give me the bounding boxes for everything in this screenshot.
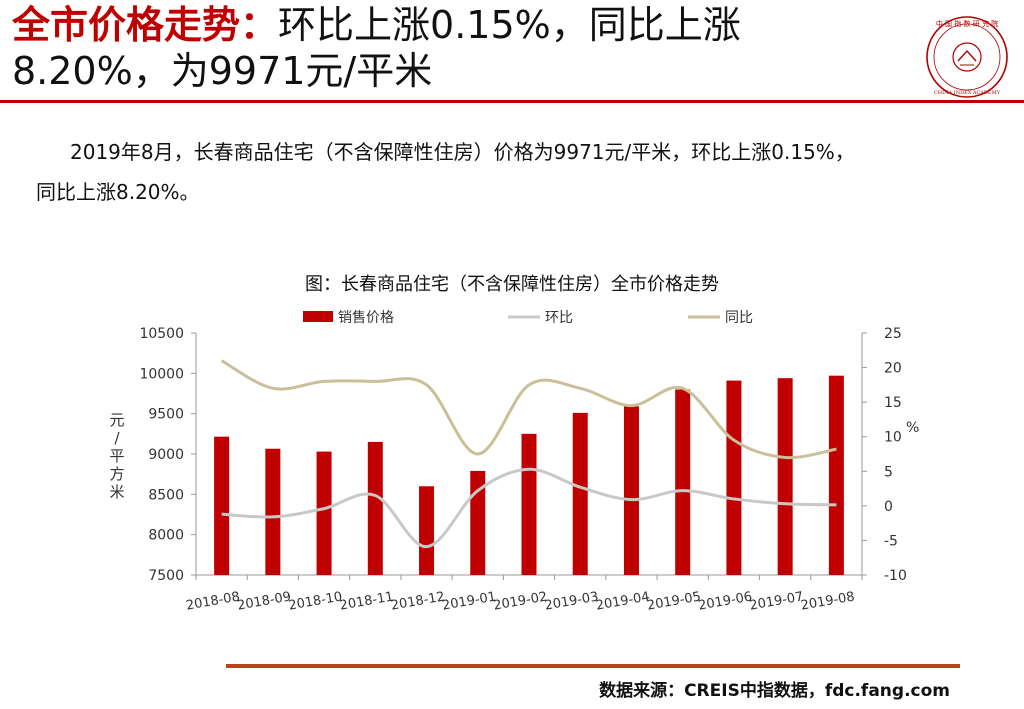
x-axis-tick-label: 2019-03 <box>544 589 600 613</box>
page-title-line2: 8.20%，为9971元/平米 <box>12 49 433 93</box>
summary-line-1: 2019年8月，长春商品住宅（不含保障性住房）价格为9971元/平米，环比上涨0… <box>70 140 855 164</box>
x-axis-tick-label: 2018-08 <box>185 589 241 613</box>
price-bar <box>777 378 793 575</box>
x-axis-tick-label: 2019-08 <box>800 589 856 613</box>
right-axis-tick-label: 25 <box>884 326 902 342</box>
left-axis-tick-label: 8000 <box>148 528 184 544</box>
china-index-academy-seal-icon: 中 国 指 数 研 究 院 CHINA INDEX ACADEMY <box>926 16 1008 98</box>
x-axis-tick-label: 2019-04 <box>595 589 651 613</box>
price-bar <box>214 436 230 575</box>
x-axis-tick-label: 2019-06 <box>697 589 753 613</box>
left-axis-tick-label: 8500 <box>148 487 184 503</box>
x-axis-tick-label: 2018-09 <box>236 589 292 613</box>
x-axis-tick-label: 2018-11 <box>339 589 395 613</box>
svg-text:CHINA INDEX ACADEMY: CHINA INDEX ACADEMY <box>934 90 1001 96</box>
legend-swatch-price <box>303 311 333 322</box>
title-divider <box>0 100 1024 103</box>
yoy-series-line <box>220 359 837 460</box>
price-bar <box>470 470 486 575</box>
page-title-rest: 环比上涨0.15%，同比上涨 <box>278 3 741 47</box>
price-bar <box>828 375 844 575</box>
price-bar <box>316 451 332 575</box>
right-axis-tick-label: 5 <box>884 464 893 480</box>
x-axis-tick-label: 2018-10 <box>287 589 343 613</box>
summary-line-2: 同比上涨8.20%。 <box>36 180 200 204</box>
x-axis-tick-label: 2019-05 <box>646 589 702 613</box>
right-axis-label: % <box>906 420 919 436</box>
right-axis-tick-label: 20 <box>884 361 902 377</box>
left-axis-label: 元/平方米 <box>109 411 124 501</box>
page-title-highlight: 全市价格走势： <box>12 3 279 47</box>
left-axis-tick-label: 9500 <box>148 407 184 423</box>
mom-series-line <box>221 467 837 549</box>
right-axis-tick-label: 10 <box>884 430 902 446</box>
price-bar <box>367 441 383 575</box>
legend-label-yoy: 同比 <box>725 310 753 326</box>
left-axis-tick-label: 7500 <box>148 568 184 584</box>
x-axis-tick-label: 2019-02 <box>492 589 548 613</box>
chart-title: 图：长春商品住宅（不含保障性住房）全市价格走势 <box>305 274 719 295</box>
left-axis-tick-label: 9000 <box>148 447 184 463</box>
svg-text:中 国 指 数 研 究 院: 中 国 指 数 研 究 院 <box>936 19 998 28</box>
right-axis-tick-label: 15 <box>884 395 902 411</box>
right-axis-tick-label: -10 <box>884 568 907 584</box>
price-bar <box>265 448 281 575</box>
price-bar <box>521 433 537 575</box>
legend-label-mom: 环比 <box>545 310 573 326</box>
price-bar <box>623 406 639 575</box>
price-bar <box>419 486 435 575</box>
price-bar <box>726 380 742 575</box>
summary-paragraph: 2019年8月，长春商品住宅（不含保障性住房）价格为9971元/平米，环比上涨0… <box>36 132 1006 212</box>
left-axis-tick-label: 10500 <box>139 326 184 342</box>
right-axis-tick-label: -5 <box>884 533 898 549</box>
price-bar <box>675 389 691 575</box>
left-axis-tick-label: 10000 <box>139 366 184 382</box>
right-axis-tick-label: 0 <box>884 499 893 515</box>
legend-label-price: 销售价格 <box>338 310 394 326</box>
footer-divider <box>226 664 960 668</box>
data-source: 数据来源：CREIS中指数据，fdc.fang.com <box>599 681 950 701</box>
x-axis-tick-label: 2018-12 <box>390 589 446 613</box>
x-axis-tick-label: 2019-01 <box>441 589 497 613</box>
x-axis-tick-label: 2019-07 <box>748 589 804 613</box>
page-title: 全市价格走势：环比上涨0.15%，同比上涨 8.20%，为9971元/平米 <box>12 2 912 94</box>
price-bar <box>572 412 588 575</box>
